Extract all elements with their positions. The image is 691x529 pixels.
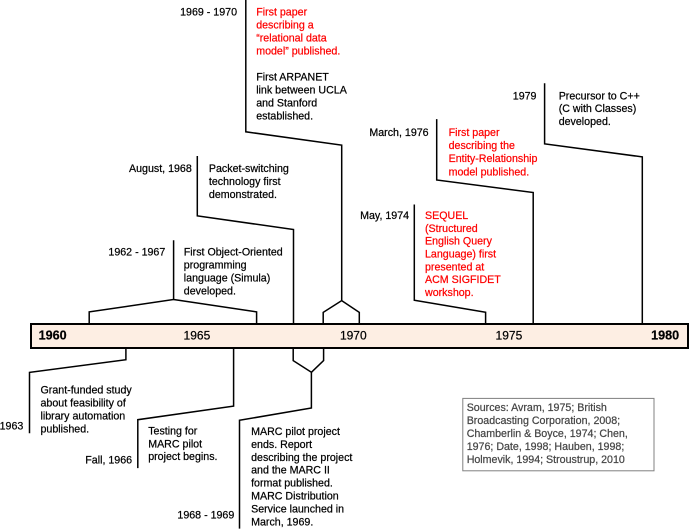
svg-text:1963: 1963 <box>0 420 23 432</box>
svg-text:1960: 1960 <box>39 329 67 343</box>
svg-text:and the MARC II: and the MARC II <box>251 465 330 477</box>
svg-text:demonstrated.: demonstrated. <box>209 189 277 201</box>
svg-text:established.: established. <box>256 110 313 122</box>
svg-text:programming: programming <box>184 259 247 271</box>
svg-text:Holmevik, 1994; Stroustrup, 20: Holmevik, 1994; Stroustrup, 2010 <box>467 454 625 466</box>
svg-text:published.: published. <box>41 424 90 436</box>
svg-text:First paper: First paper <box>449 127 500 139</box>
svg-text:Language) first: Language) first <box>425 249 496 261</box>
svg-text:August, 1968: August, 1968 <box>129 163 192 175</box>
svg-text:MARC pilot: MARC pilot <box>148 438 202 450</box>
svg-text:library automation: library automation <box>41 411 126 423</box>
svg-text:March, 1976: March, 1976 <box>369 127 428 139</box>
svg-text:and Stanford: and Stanford <box>256 97 317 109</box>
svg-text:developed.: developed. <box>559 116 611 128</box>
svg-text:language (Simula): language (Simula) <box>184 272 270 284</box>
svg-text:describing a: describing a <box>256 19 314 31</box>
svg-text:1976; Date, 1998; Hauben, 1998: 1976; Date, 1998; Hauben, 1998; <box>467 441 625 453</box>
svg-text:1965: 1965 <box>184 329 211 343</box>
svg-text:Broadcasting Corporation, 2008: Broadcasting Corporation, 2008; <box>467 415 620 427</box>
svg-text:“relational data: “relational data <box>256 32 327 44</box>
svg-text:March, 1969.: March, 1969. <box>251 516 313 528</box>
svg-text:First Object-Oriented: First Object-Oriented <box>184 246 283 258</box>
svg-text:describing the project: describing the project <box>251 452 352 464</box>
svg-text:Sources: Avram, 1975; British: Sources: Avram, 1975; British <box>467 402 607 414</box>
svg-text:1969 - 1970: 1969 - 1970 <box>180 6 237 18</box>
svg-text:1970: 1970 <box>340 329 367 343</box>
svg-text:(Structured: (Structured <box>425 223 478 235</box>
svg-text:project begins.: project begins. <box>148 451 217 463</box>
svg-text:Packet-switching: Packet-switching <box>209 163 289 175</box>
svg-text:1975: 1975 <box>496 329 523 343</box>
svg-text:describing the: describing the <box>449 140 515 152</box>
svg-text:Precursor to C++: Precursor to C++ <box>559 90 640 102</box>
svg-text:format published.: format published. <box>251 478 333 490</box>
svg-text:link between UCLA: link between UCLA <box>256 84 348 96</box>
svg-text:May, 1974: May, 1974 <box>360 210 409 222</box>
svg-text:Grant-funded study: Grant-funded study <box>41 385 133 397</box>
svg-text:Chamberlin & Boyce, 1974; Chen: Chamberlin & Boyce, 1974; Chen, <box>467 428 628 440</box>
svg-text:(C with Classes): (C with Classes) <box>559 103 637 115</box>
svg-text:developed.: developed. <box>184 285 236 297</box>
svg-text:about feasibility of: about feasibility of <box>41 398 126 410</box>
svg-text:Fall, 1966: Fall, 1966 <box>85 454 132 466</box>
svg-text:Service launched in: Service launched in <box>251 504 344 516</box>
svg-text:English Query: English Query <box>425 236 493 248</box>
svg-text:Entity-Relationship: Entity-Relationship <box>449 153 538 165</box>
svg-text:First ARPANET: First ARPANET <box>256 71 329 83</box>
svg-text:model published.: model published. <box>449 166 530 178</box>
svg-text:1980: 1980 <box>651 329 679 343</box>
svg-text:ACM SIGFIDET: ACM SIGFIDET <box>425 274 501 286</box>
svg-text:model” published.: model” published. <box>256 45 340 57</box>
svg-text:ends. Report: ends. Report <box>251 439 312 451</box>
svg-text:1968 - 1969: 1968 - 1969 <box>177 510 234 522</box>
svg-text:technology first: technology first <box>209 176 281 188</box>
svg-text:1979: 1979 <box>513 90 537 102</box>
svg-text:workshop.: workshop. <box>424 287 474 299</box>
svg-text:1962 - 1967: 1962 - 1967 <box>108 246 165 258</box>
svg-text:presented at: presented at <box>425 261 484 273</box>
svg-text:Testing for: Testing for <box>148 425 198 437</box>
svg-text:SEQUEL: SEQUEL <box>425 210 468 222</box>
svg-text:MARC Distribution: MARC Distribution <box>251 491 339 503</box>
svg-text:First paper: First paper <box>256 6 307 18</box>
svg-text:MARC pilot project: MARC pilot project <box>251 426 340 438</box>
